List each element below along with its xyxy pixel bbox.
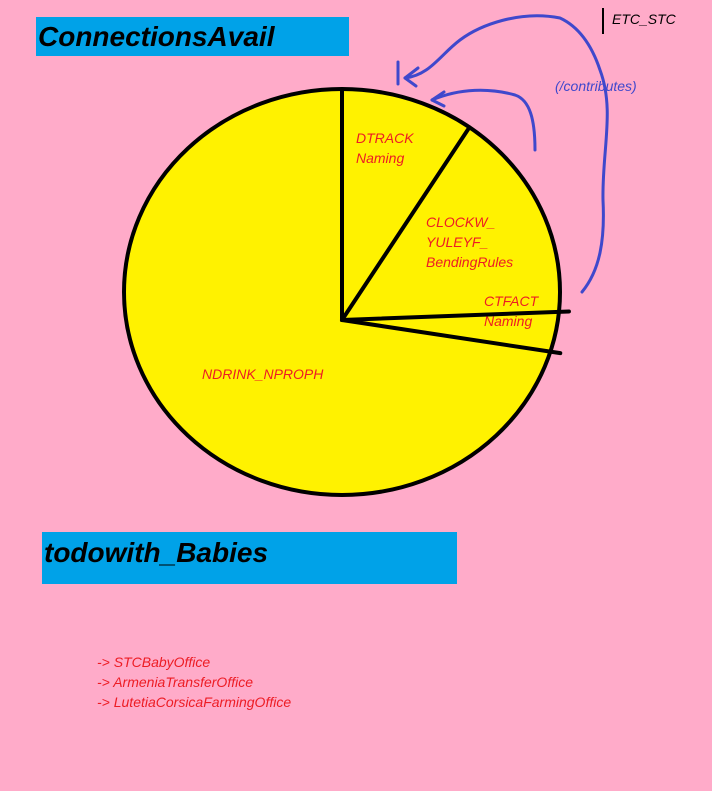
slice-divider	[340, 125, 472, 322]
office-list: -> STCBabyOffice -> ArmeniaTransferOffic…	[97, 652, 291, 712]
slice-divider	[340, 318, 563, 356]
slice-label-dtrack: DTRACK Naming	[356, 130, 414, 166]
babies-title: todowith_Babies	[42, 532, 457, 584]
list-item: -> STCBabyOffice	[97, 654, 211, 670]
slice-label-ctfact: CTFACT Naming	[484, 293, 539, 329]
slice-label-ndrink: NDRINK_NPROPH	[202, 366, 324, 382]
connections-title: ConnectionsAvail	[36, 17, 349, 56]
inner-arrow-line	[430, 88, 537, 152]
list-item: -> ArmeniaTransferOffice	[97, 674, 253, 690]
etc-stc-annotation: ETC_STC	[612, 11, 676, 27]
slice-label-clockw: CLOCKW_ YULEYF_ BendingRules	[426, 214, 514, 270]
slice-divider	[340, 309, 571, 322]
list-item: -> LutetiaCorsicaFarmingOffice	[97, 694, 292, 710]
inner-arrow-head	[430, 90, 446, 108]
contributes-annotation: (/contributes)	[555, 78, 637, 94]
contributes-arrows	[396, 14, 609, 294]
outer-arrow-head	[396, 60, 420, 88]
outer-arrow-line	[403, 14, 609, 294]
slice-dividers	[340, 87, 571, 356]
